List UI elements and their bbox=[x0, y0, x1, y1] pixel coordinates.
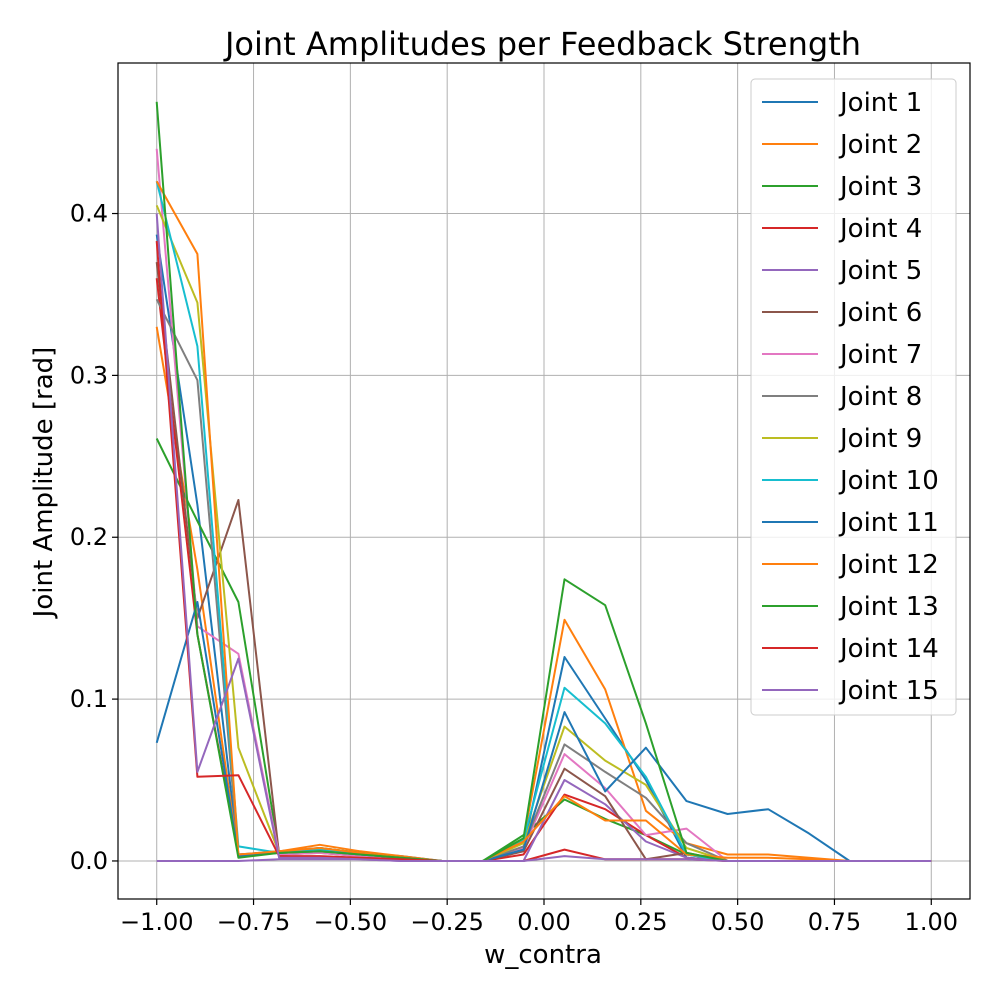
legend-label: Joint 12 bbox=[838, 550, 939, 580]
y-tick-label: 0.3 bbox=[70, 361, 108, 389]
legend-label: Joint 9 bbox=[838, 424, 922, 454]
legend-label: Joint 13 bbox=[838, 592, 939, 622]
legend-label: Joint 15 bbox=[838, 676, 939, 706]
series-lines bbox=[155, 101, 932, 862]
legend: Joint 1 Joint 2 Joint 3 Joint 4 Joint 5 Joint… bbox=[750, 78, 957, 716]
legend-label: Joint 3 bbox=[838, 172, 922, 202]
series-line-joint-15 bbox=[155, 213, 932, 862]
legend-label: Joint 1 bbox=[838, 88, 922, 118]
legend-label: Joint 4 bbox=[838, 214, 922, 244]
legend-label: Joint 6 bbox=[838, 298, 922, 328]
x-axis-label: w_contra bbox=[484, 940, 602, 970]
x-tick-label: 0.75 bbox=[808, 908, 861, 936]
axis-ticks: −1.00 −0.75 −0.50 −0.25 0.00 0.25 0.50 0.75 1.00… bbox=[70, 200, 958, 936]
legend-label: Joint 5 bbox=[838, 256, 922, 286]
x-tick-label: 1.00 bbox=[905, 908, 958, 936]
legend-box bbox=[750, 78, 957, 716]
legend-label: Joint 8 bbox=[838, 382, 922, 412]
legend-label: Joint 11 bbox=[838, 508, 939, 538]
x-tick-label: 0.50 bbox=[711, 908, 764, 936]
y-tick-label: 0.0 bbox=[70, 847, 108, 875]
x-tick-label: −0.50 bbox=[314, 908, 388, 936]
chart-title: Joint Amplitudes per Feedback Strength bbox=[223, 25, 861, 63]
x-tick-label: −1.00 bbox=[120, 908, 194, 936]
y-axis-label: Joint Amplitude [rad] bbox=[29, 347, 59, 620]
x-tick-label: −0.25 bbox=[410, 908, 484, 936]
legend-label: Joint 7 bbox=[838, 340, 922, 370]
y-tick-label: 0.1 bbox=[70, 685, 108, 713]
legend-label: Joint 14 bbox=[838, 634, 939, 664]
y-tick-label: 0.4 bbox=[70, 200, 108, 228]
x-tick-label: 0.00 bbox=[517, 908, 570, 936]
legend-label: Joint 10 bbox=[838, 466, 939, 496]
legend-label: Joint 2 bbox=[838, 130, 922, 160]
x-tick-label: −0.75 bbox=[217, 908, 291, 936]
x-tick-label: 0.25 bbox=[614, 908, 667, 936]
series-line-joint-12 bbox=[155, 180, 932, 862]
y-tick-label: 0.2 bbox=[70, 523, 108, 551]
